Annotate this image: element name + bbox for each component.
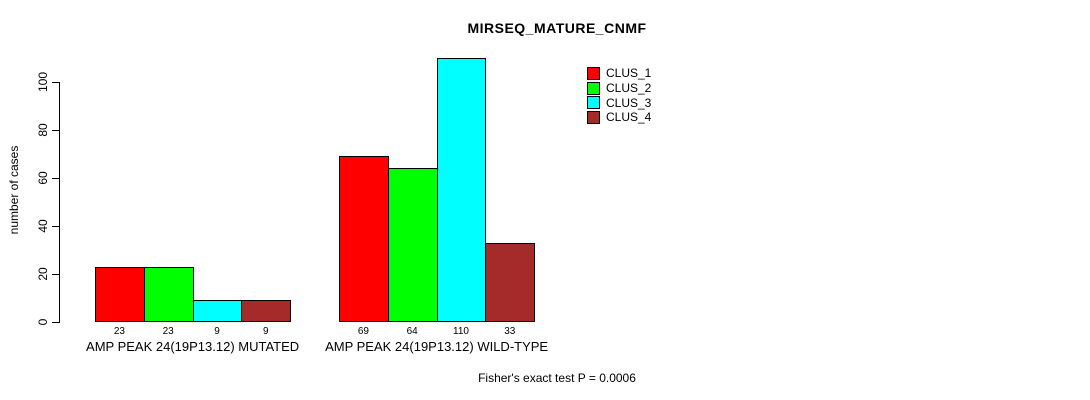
y-axis-tick-label: 40 <box>36 219 50 233</box>
bar-clus_3-group2 <box>436 58 487 322</box>
category-label: AMP PEAK 24(19P13.12) WILD-TYPE <box>325 339 549 354</box>
legend-label: CLUS_1 <box>606 66 652 81</box>
legend-label: CLUS_2 <box>606 81 652 96</box>
bar-value-label: 23 <box>162 326 174 337</box>
y-axis-tick <box>52 274 59 275</box>
legend-swatch-clus_1 <box>587 66 600 80</box>
y-axis-label: number of cases <box>7 145 21 235</box>
bar-clus_2-group1 <box>143 266 194 322</box>
legend-swatch-clus_3 <box>587 96 600 110</box>
chart-title: MIRSEQ_MATURE_CNMF <box>467 20 647 36</box>
bar-value-label: 9 <box>263 326 269 337</box>
y-axis-tick <box>52 322 59 323</box>
y-axis-tick-label: 100 <box>36 71 50 93</box>
y-axis-tick <box>52 178 59 179</box>
category-label: AMP PEAK 24(19P13.12) MUTATED <box>86 339 300 354</box>
bar-value-label: 33 <box>504 326 516 337</box>
bar-clus_4-group2 <box>485 242 536 322</box>
bar-clus_3-group1 <box>192 300 243 322</box>
legend-label: CLUS_3 <box>606 95 652 110</box>
legend-swatch-clus_2 <box>587 81 600 95</box>
y-axis-line <box>59 82 60 323</box>
y-axis-tick <box>52 82 59 83</box>
bar-value-label: 9 <box>214 326 220 337</box>
bar-value-label: 23 <box>113 326 125 337</box>
bar-value-label: 64 <box>406 326 418 337</box>
legend-item-clus_4: CLUS_4 <box>587 110 651 125</box>
y-axis-tick-label: 60 <box>36 171 50 185</box>
bar-value-label: 69 <box>357 326 369 337</box>
y-axis-tick-label: 0 <box>36 318 50 326</box>
y-axis-tick-label: 80 <box>36 123 50 137</box>
legend: CLUS_1 CLUS_2 CLUS_3 CLUS_4 <box>587 66 651 125</box>
y-axis-tick <box>52 130 59 131</box>
bar-value-label: 110 <box>453 326 469 337</box>
bar-clus_4-group1 <box>241 300 292 322</box>
y-axis-tick-label: 20 <box>36 267 50 281</box>
bar-clus_1-group1 <box>95 266 145 322</box>
legend-item-clus_3: CLUS_3 <box>587 95 651 110</box>
legend-swatch-clus_4 <box>587 110 600 124</box>
legend-item-clus_1: CLUS_1 <box>587 66 651 81</box>
legend-item-clus_2: CLUS_2 <box>587 81 651 96</box>
legend-label: CLUS_4 <box>606 110 652 125</box>
annotation-fishers-test: Fisher's exact test P = 0.0006 <box>478 371 636 385</box>
bar-clus_2-group2 <box>387 168 438 322</box>
bar-clus_1-group2 <box>339 156 389 322</box>
y-axis-tick <box>52 226 59 227</box>
